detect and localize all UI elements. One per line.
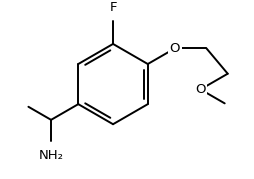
Text: NH₂: NH₂ xyxy=(39,149,64,162)
Text: O: O xyxy=(195,83,206,96)
Text: O: O xyxy=(170,42,180,55)
Text: F: F xyxy=(109,1,117,14)
